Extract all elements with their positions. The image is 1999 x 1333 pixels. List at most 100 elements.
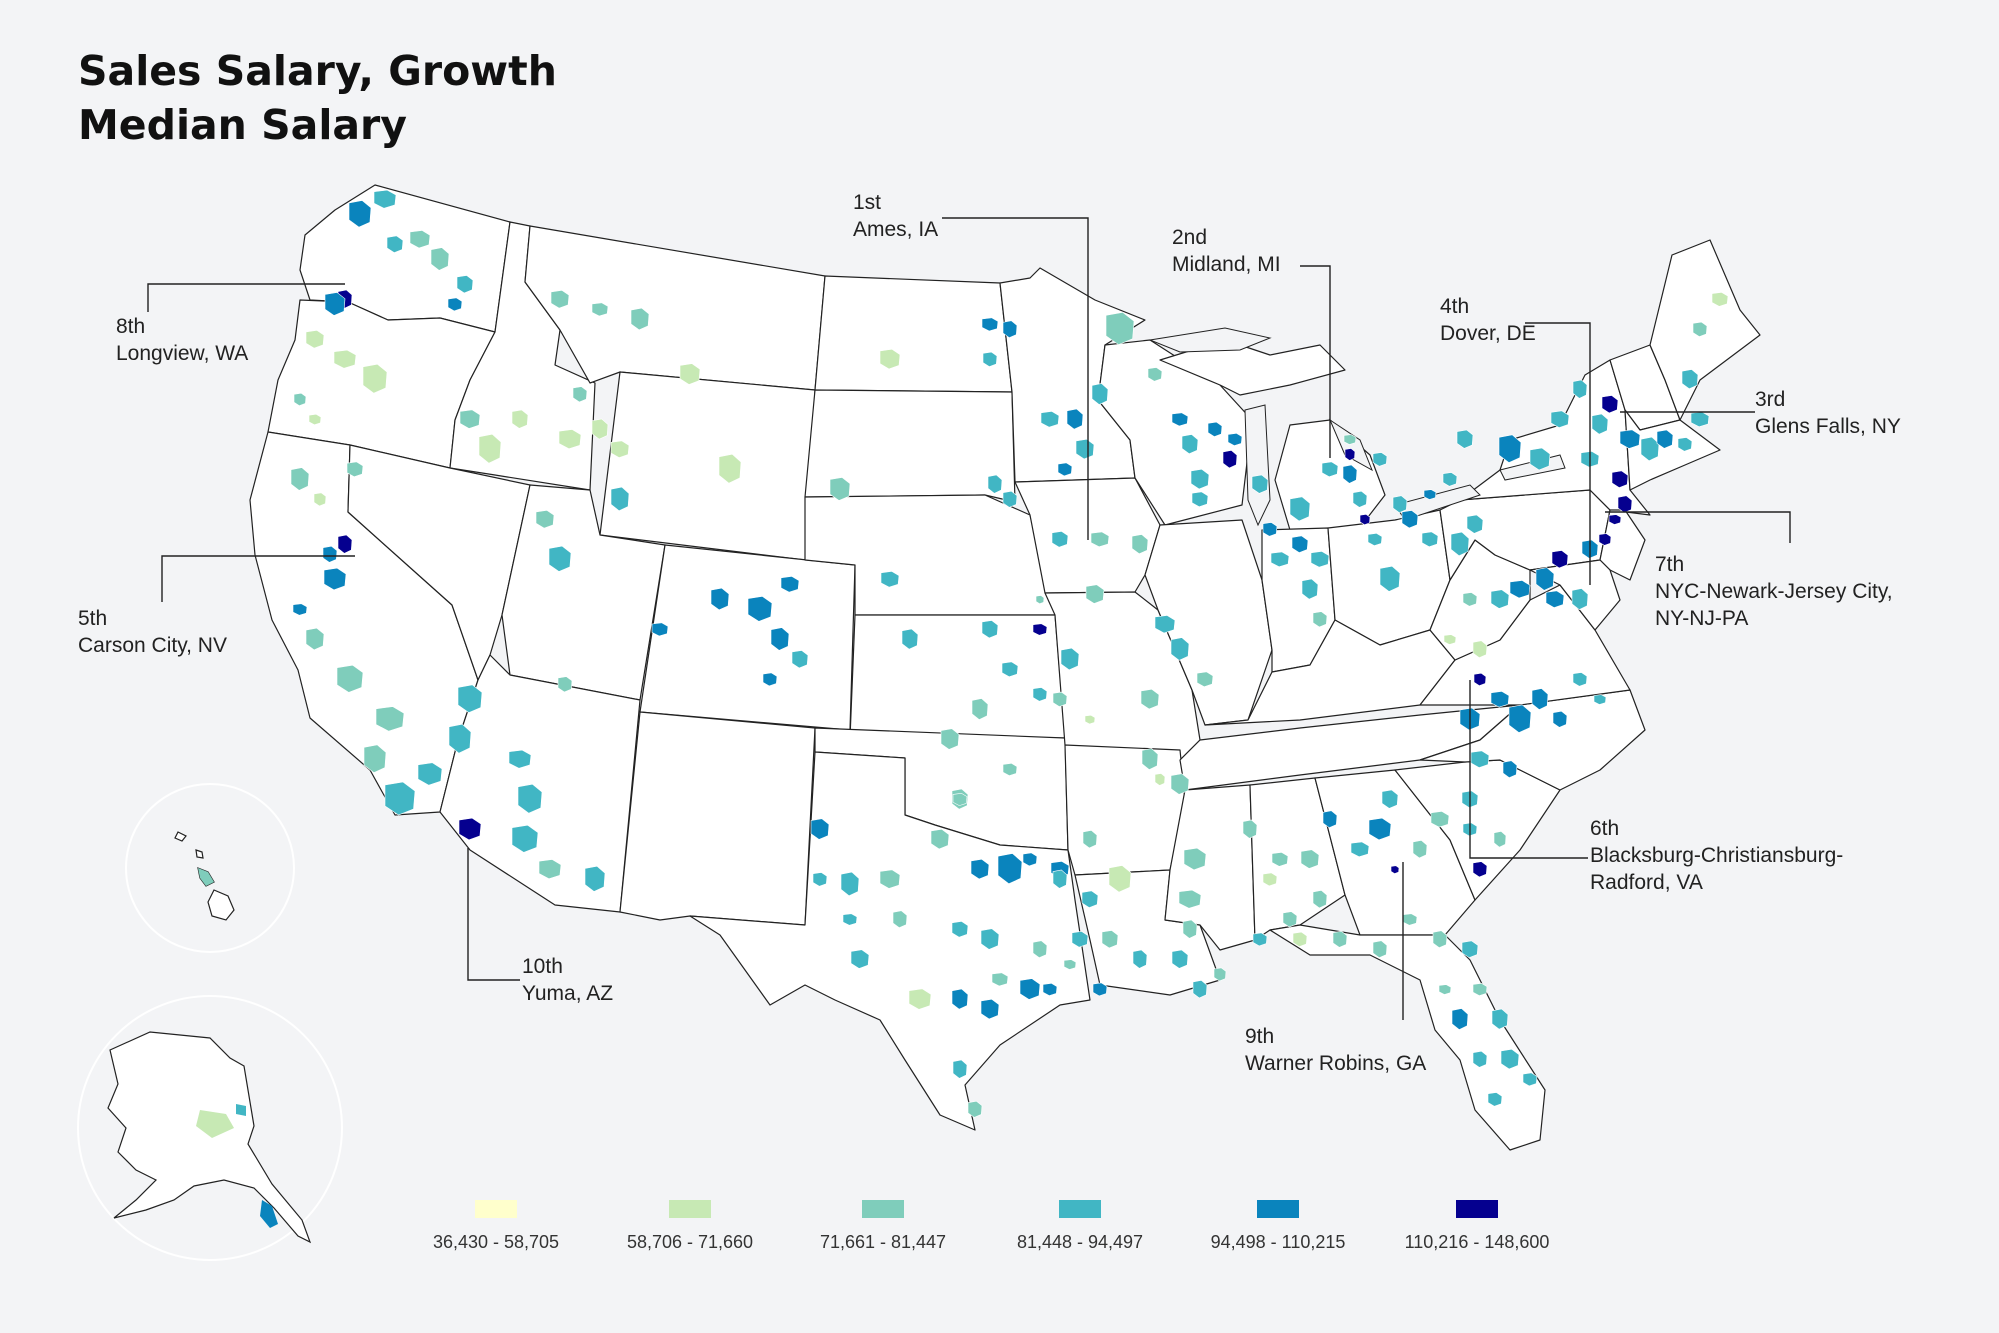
- metro-region: [1207, 421, 1223, 437]
- leader-line-10: [467, 848, 520, 981]
- metro-region: [940, 728, 960, 750]
- metro-region: [1251, 474, 1269, 494]
- metro-region: [1191, 491, 1209, 508]
- metro-region: [610, 486, 630, 512]
- metro-region: [892, 910, 908, 929]
- map-title: Sales Salary, Growth Median Salary: [78, 44, 557, 152]
- callout-city-label: Yuma, AZ: [522, 982, 614, 1005]
- metro-region: [1551, 550, 1569, 569]
- metro-region: [630, 307, 650, 331]
- metro-region: [967, 1100, 983, 1118]
- metro-region: [313, 492, 327, 507]
- metro-region: [1677, 437, 1693, 452]
- metro-region: [1183, 847, 1207, 871]
- callout-rank-label: 1st: [853, 191, 882, 214]
- callout-rank-label: 10th: [522, 955, 563, 978]
- legend-swatch: [862, 1200, 904, 1218]
- metro-region: [1057, 462, 1073, 477]
- metro-region: [1292, 931, 1308, 947]
- legend-swatch: [1456, 1200, 1498, 1218]
- metro-region: [1550, 410, 1570, 428]
- metro-region: [840, 871, 860, 897]
- metro-region: [1352, 490, 1368, 508]
- metro-region: [1711, 292, 1729, 307]
- metro-region: [1270, 551, 1290, 568]
- metro-region: [901, 628, 919, 650]
- metro-region: [1032, 623, 1048, 636]
- metro-region: [346, 461, 364, 478]
- metro-region: [991, 972, 1009, 987]
- metro-region: [1522, 1072, 1538, 1087]
- metro-region: [1132, 949, 1148, 969]
- metro-region: [1656, 429, 1674, 449]
- metro-region: [550, 289, 570, 309]
- metro-region: [1091, 383, 1109, 405]
- metro-region: [1084, 714, 1096, 725]
- metro-region: [1040, 411, 1060, 428]
- metro-region: [1432, 930, 1448, 949]
- metro-region: [951, 921, 969, 938]
- legend-item-5: 94,498 - 110,215: [1183, 1200, 1373, 1253]
- legend-swatch: [669, 1200, 711, 1218]
- metro-region: [1282, 911, 1298, 928]
- metro-region: [1350, 841, 1370, 858]
- metro-region: [1063, 959, 1077, 970]
- great-lake-4: [1394, 484, 1481, 521]
- metro-region: [1690, 411, 1710, 428]
- metro-region: [1450, 531, 1470, 557]
- metro-region: [829, 477, 851, 501]
- metro-region: [417, 762, 443, 786]
- metro-region: [952, 792, 968, 806]
- metro-region: [305, 329, 325, 349]
- metro-region: [1390, 865, 1400, 874]
- metro-region: [538, 859, 562, 880]
- metro-region: [1322, 810, 1338, 829]
- alaska-outline: [107, 1031, 312, 1244]
- metro-region: [1368, 817, 1392, 841]
- state-south-dakota: [804, 389, 1016, 503]
- metro-region: [980, 928, 1000, 950]
- metro-region: [770, 627, 790, 651]
- callout-rank-2: 2nd Midland, MI: [1172, 224, 1281, 278]
- metro-region: [1227, 432, 1243, 446]
- metro-region: [1490, 589, 1510, 609]
- metro-region: [952, 1059, 968, 1079]
- leader-line-4: [1525, 322, 1591, 585]
- legend-item-6: 110,216 - 148,600: [1382, 1200, 1572, 1253]
- metro-region: [971, 698, 989, 720]
- metro-region: [1593, 694, 1607, 705]
- metro-region: [293, 392, 307, 407]
- metro-region: [997, 853, 1023, 885]
- metro-region: [1531, 688, 1549, 710]
- metro-region: [842, 913, 858, 926]
- metro-region: [1456, 429, 1474, 449]
- metro-region: [1491, 1008, 1509, 1030]
- metro-region: [1640, 436, 1660, 462]
- callout-rank-10: 10th Yuma, AZ: [522, 953, 613, 1007]
- state-arkansas: [1064, 744, 1186, 876]
- metro-region: [1692, 321, 1708, 337]
- callout-city-label: NYC-Newark-Jersey City,: [1655, 580, 1893, 603]
- leader-line-7: [1605, 511, 1791, 543]
- metro-region: [1022, 852, 1038, 867]
- metro-region: [810, 818, 830, 840]
- callout-rank-label: 5th: [78, 607, 108, 630]
- metro-region: [1472, 640, 1488, 659]
- metro-region: [1032, 940, 1048, 959]
- metro-region: [459, 409, 481, 429]
- metro-region: [1262, 522, 1278, 537]
- state-utah: [501, 484, 666, 701]
- metro-region: [1075, 438, 1095, 460]
- metro-region: [1171, 412, 1189, 427]
- inset-maps: [77, 783, 343, 1261]
- metro-region: [1190, 468, 1210, 490]
- alaska-region-3: [260, 1200, 278, 1228]
- metro-region: [548, 545, 572, 572]
- metro-region: [1461, 940, 1479, 958]
- metro-region: [1131, 534, 1149, 555]
- metro-region: [308, 413, 322, 426]
- metro-region: [1052, 691, 1068, 707]
- state-new-mexico: [619, 711, 816, 926]
- callout-rank-5: 5th Carson City, NV: [78, 605, 227, 659]
- metro-region: [1321, 461, 1339, 478]
